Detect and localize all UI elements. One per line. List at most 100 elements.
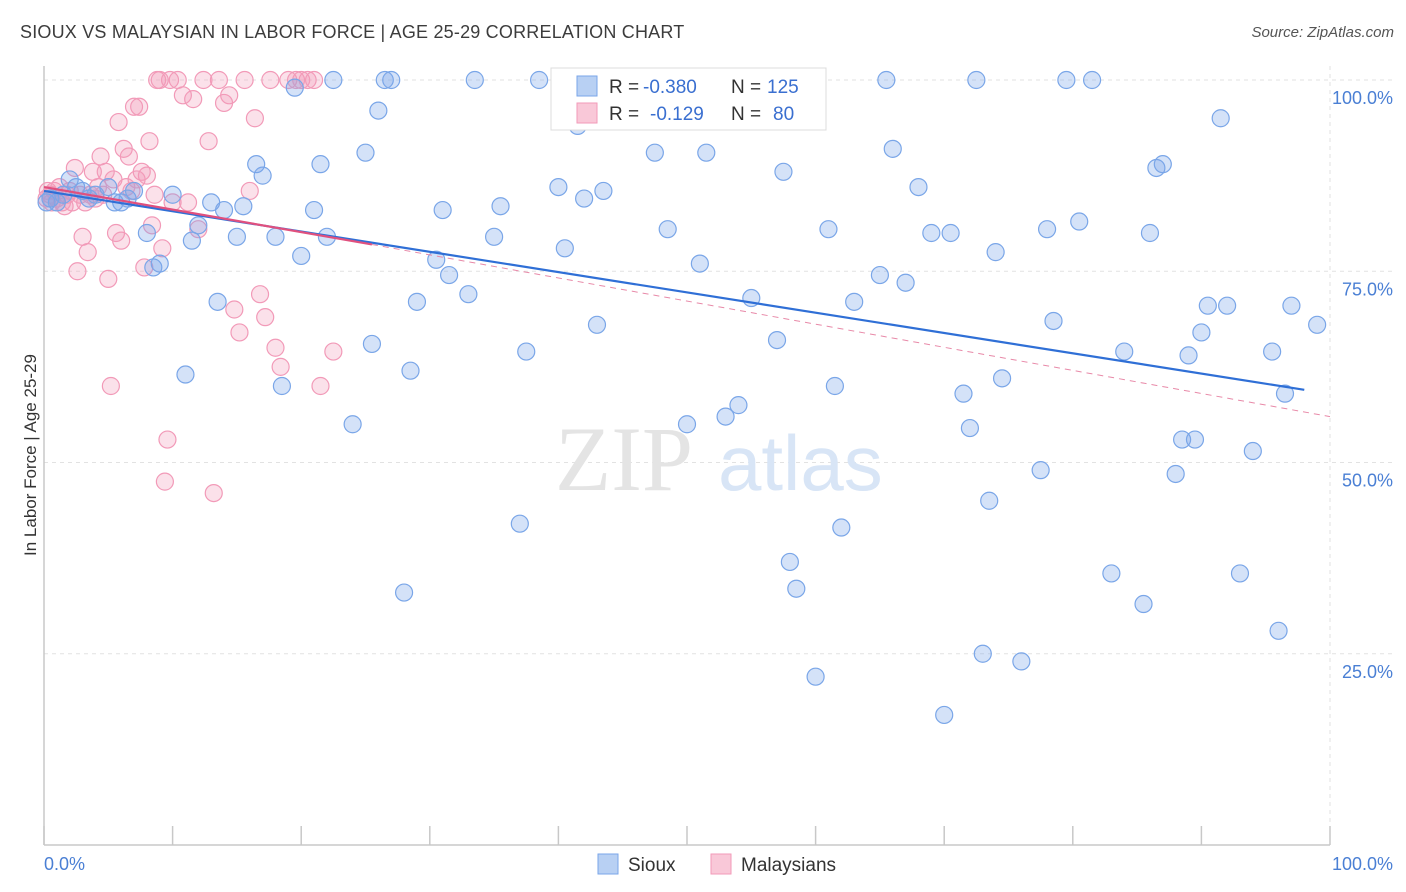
legend-n-malaysians: 80	[773, 104, 794, 125]
x-tick-label-0: 0.0%	[44, 854, 85, 874]
sioux-point-32	[304, 200, 324, 220]
malaysians-point-24	[96, 162, 115, 181]
malaysians-point-41	[140, 132, 159, 151]
legend-r-malaysians: -0.129	[650, 104, 704, 125]
malaysians-point-45	[150, 70, 169, 90]
sioux-point-114	[1185, 430, 1205, 449]
sioux-point-78	[806, 667, 825, 686]
legend-swatch-malaysians	[576, 102, 598, 124]
sioux-point-77	[787, 579, 806, 598]
sioux-point-66	[658, 220, 677, 239]
malaysians-point-51	[168, 70, 187, 90]
sioux-point-108	[1140, 223, 1160, 243]
sioux-point-104	[1082, 70, 1102, 90]
sioux-point-121	[1263, 342, 1282, 361]
sioux-point-23	[214, 200, 234, 220]
watermark: ZIP atlas	[555, 408, 883, 510]
sioux-point-125	[1308, 315, 1327, 334]
malaysians-point-37	[130, 97, 149, 116]
sioux-point-123	[1275, 384, 1295, 403]
sioux-point-82	[845, 292, 864, 311]
sioux-point-81	[832, 518, 851, 537]
y-tick-label-100: 100.0%	[1332, 88, 1393, 108]
sioux-point-62	[594, 181, 613, 201]
malaysians-point-48	[158, 430, 177, 449]
sioux-point-97	[992, 369, 1012, 388]
sioux-point-33	[311, 155, 330, 174]
sioux-point-100	[1037, 220, 1057, 239]
sioux-point-22	[208, 292, 227, 311]
sioux-point-26	[247, 155, 266, 174]
sioux-point-60	[575, 189, 594, 208]
sioux-point-85	[883, 139, 902, 158]
sioux-point-38	[362, 334, 382, 354]
sioux-point-113	[1179, 346, 1198, 365]
chart-title: SIOUX VS MALAYSIAN IN LABOR FORCE | AGE …	[20, 22, 685, 42]
sioux-point-101	[1044, 311, 1063, 331]
sioux-point-30	[285, 78, 304, 97]
malaysians-point-77	[311, 376, 330, 396]
y-axis-label: In Labor Force | Age 25-29	[21, 354, 40, 556]
sioux-point-80	[825, 376, 844, 396]
sioux-point-111	[1166, 464, 1185, 484]
sioux-point-53	[517, 342, 536, 361]
sioux-point-76	[780, 552, 799, 572]
malaysians-point-65	[240, 181, 259, 201]
sioux-point-13	[124, 181, 144, 201]
sioux-point-42	[394, 583, 414, 602]
malaysians-point-68	[256, 308, 275, 327]
sioux-point-74	[767, 331, 787, 350]
sioux-point-98	[1012, 652, 1031, 671]
malaysians-point-22	[91, 147, 110, 166]
sioux-point-9	[99, 178, 118, 197]
malaysians-trend-line-extension	[371, 243, 1331, 418]
sioux-point-56	[555, 239, 574, 258]
malaysians-point-56	[194, 70, 213, 90]
bottom-legend-swatch-malaysians[interactable]	[710, 853, 732, 875]
malaysians-point-43	[145, 185, 164, 204]
sioux-point-61	[587, 315, 607, 334]
sioux-point-48	[459, 285, 478, 304]
sioux-point-107	[1134, 594, 1153, 614]
sioux-point-70	[697, 143, 716, 162]
malaysians-point-53	[178, 193, 198, 212]
bottom-legend: Sioux Malaysians	[597, 853, 836, 876]
correlation-legend: R = -0.380 N = 125 R = -0.129 N = 80	[550, 67, 827, 131]
bottom-legend-swatch-sioux[interactable]	[597, 853, 619, 875]
sioux-point-68	[677, 415, 697, 434]
sioux-point-112	[1173, 430, 1192, 449]
sioux-point-89	[935, 705, 954, 725]
chart-source: Source: ZipAtlas.com	[1251, 24, 1394, 41]
sioux-point-29	[272, 376, 292, 396]
sioux-point-117	[1211, 109, 1230, 128]
sioux-point-19	[182, 231, 201, 250]
sioux-point-41	[382, 70, 401, 90]
malaysians-point-17	[78, 243, 97, 262]
sioux-point-105	[1102, 564, 1121, 583]
sioux-point-43	[401, 361, 420, 380]
trend-lines	[43, 186, 1331, 418]
sioux-point-103	[1070, 212, 1089, 231]
bottom-legend-sioux[interactable]: Sioux	[628, 855, 676, 876]
malaysians-point-66	[245, 109, 265, 128]
sioux-point-91	[954, 384, 973, 403]
bottom-legend-malaysians[interactable]: Malaysians	[741, 855, 836, 876]
watermark-zip: ZIP	[555, 408, 693, 510]
sioux-point-50	[485, 227, 504, 246]
legend-swatch-sioux	[576, 75, 598, 97]
malaysians-point-46	[153, 239, 172, 258]
malaysians-point-71	[271, 357, 290, 376]
sioux-point-39	[369, 101, 388, 120]
sioux-point-90	[941, 223, 960, 243]
sioux-point-37	[356, 143, 375, 162]
sioux-point-88	[922, 223, 941, 243]
sioux-point-65	[645, 143, 664, 162]
sioux-point-84	[877, 70, 896, 90]
legend-n-label-2: N =	[731, 104, 761, 125]
sioux-point-71	[716, 407, 735, 426]
malaysians-points	[37, 70, 343, 503]
sioux-point-20	[189, 216, 208, 235]
legend-r-label-2: R =	[609, 104, 639, 125]
malaysians-point-13	[68, 262, 87, 281]
